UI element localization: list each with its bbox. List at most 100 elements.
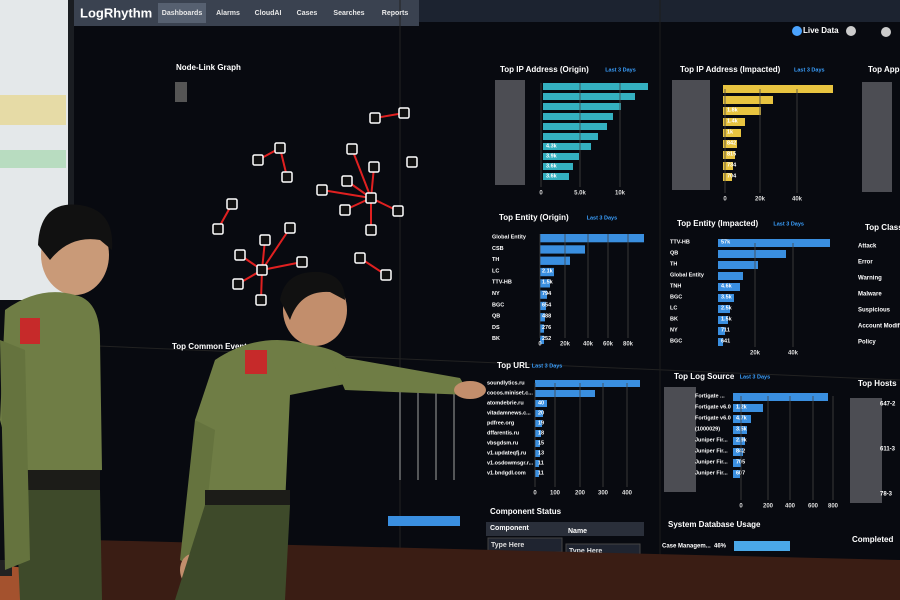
tick-label: 0 — [723, 197, 727, 203]
nav-tab[interactable]: CloudAI — [255, 10, 282, 17]
bar — [540, 324, 544, 333]
row-label: 78-3 — [880, 492, 893, 498]
row-label: (1000029) — [695, 426, 720, 432]
uniform — [195, 340, 365, 505]
table-header — [486, 522, 644, 536]
nav-tab[interactable]: Searches — [333, 10, 364, 17]
row-label: CSB — [492, 246, 504, 252]
zoom-button[interactable] — [175, 82, 187, 102]
tick-label: 40k — [792, 197, 803, 203]
graph-node — [234, 249, 246, 261]
panel-title: Top Common Event — [172, 342, 247, 351]
row-label: NY — [670, 327, 678, 333]
panel-period: Last 3 Days — [794, 67, 825, 73]
hand — [454, 381, 486, 399]
row-label: Case Managem... — [662, 544, 711, 550]
row-label: TNH — [670, 283, 681, 289]
collar-patch — [20, 318, 40, 344]
bar — [723, 96, 773, 104]
tick-label: 40k — [583, 342, 594, 348]
graph-edge — [351, 148, 372, 199]
bar — [723, 118, 745, 126]
bar — [733, 404, 763, 412]
panel-title: Top App — [868, 65, 900, 74]
bar — [718, 305, 730, 313]
nav-tab[interactable]: Alarms — [216, 10, 240, 17]
row-label: vitadamnews.c... — [487, 410, 531, 416]
row-label: Suspicious — [858, 308, 891, 314]
bar-label: 13 — [538, 450, 544, 456]
graph-node — [232, 278, 244, 290]
row-label: v1.bndgdl.com — [487, 470, 526, 476]
row-label: BGC — [670, 294, 682, 300]
arm — [180, 420, 215, 572]
bar — [723, 129, 741, 137]
usage-bar — [734, 541, 790, 551]
row-label: QB — [670, 250, 678, 256]
panel-period: Last 3 Days — [740, 374, 771, 380]
row-label: pdfree.org — [487, 420, 514, 426]
row-label: cocos.miniset.c... — [487, 390, 533, 396]
row-label: DS — [492, 325, 500, 331]
bar-label: 704 — [727, 173, 737, 179]
panel-period: Last 3 Days — [773, 221, 804, 227]
belt — [12, 470, 100, 490]
nav-tab[interactable]: Cases — [297, 10, 318, 17]
panel-period: Last 3 Days — [605, 67, 636, 73]
panel-title: Top Log Source — [674, 372, 735, 381]
column-header: Component — [490, 525, 530, 532]
bar — [718, 338, 723, 346]
graph-node — [365, 192, 377, 204]
bar — [718, 283, 740, 291]
tick-label: 0 — [739, 504, 743, 510]
bar — [535, 470, 539, 477]
row-label: v1.osdowmsgr.r... — [487, 460, 534, 466]
pause-button[interactable] — [846, 26, 856, 36]
panel-title: Node-Link Graph — [176, 63, 241, 72]
panel-title: Top Entity (Origin) — [499, 213, 569, 222]
row-label: 611-3 — [880, 447, 896, 453]
row-label: TTV-HB — [492, 280, 512, 286]
row-label: vbsgdsm.ru — [487, 440, 518, 446]
bar-label: 4.7k — [736, 415, 748, 421]
bar — [543, 153, 579, 160]
graph-node — [341, 175, 353, 187]
bar — [540, 313, 545, 322]
bar-label: 1k — [727, 129, 734, 135]
panel-title: Top IP Address (Origin) — [500, 65, 589, 74]
bar — [543, 113, 613, 120]
nav-tab[interactable]: Reports — [382, 10, 409, 17]
tick-label: 10k — [615, 191, 626, 197]
bar — [718, 294, 734, 302]
row-label: Fortigate v6.0 — [695, 404, 731, 410]
bar-label: 1.2k — [736, 404, 748, 410]
bar-label: 705 — [736, 459, 745, 465]
bar-label: 2.9k — [736, 437, 748, 443]
bar — [535, 390, 595, 397]
row-label: BK — [670, 316, 678, 322]
bar-label: 11 — [538, 470, 544, 476]
row-label: v1.updateqfj.ru — [487, 450, 526, 456]
live-data: Live Data — [803, 26, 839, 35]
bar — [540, 279, 550, 288]
row-label: LC — [492, 268, 499, 274]
tick-label: 40k — [788, 351, 799, 357]
bar — [540, 290, 547, 299]
row-label: Juniper Fir... — [695, 470, 728, 476]
bar-label: 4.3k — [546, 143, 558, 149]
graph-node — [226, 198, 238, 210]
tick-label: 100 — [550, 491, 561, 497]
graph-node — [316, 184, 328, 196]
settings-button[interactable] — [881, 27, 891, 37]
side-monitor-banner — [0, 95, 66, 125]
nav-tab[interactable]: Dashboards — [162, 10, 203, 17]
panel-title: Top Entity (Impacted) — [677, 219, 759, 228]
bar-label: 276 — [542, 325, 551, 331]
bar-label: 1.4k — [727, 118, 739, 124]
tick-label: 5.0k — [574, 191, 586, 197]
wall-panel — [90, 540, 900, 600]
bar — [733, 437, 745, 445]
bar-label: 2.1k — [542, 268, 554, 274]
bar — [543, 143, 591, 150]
bar-label: 794 — [542, 291, 552, 297]
